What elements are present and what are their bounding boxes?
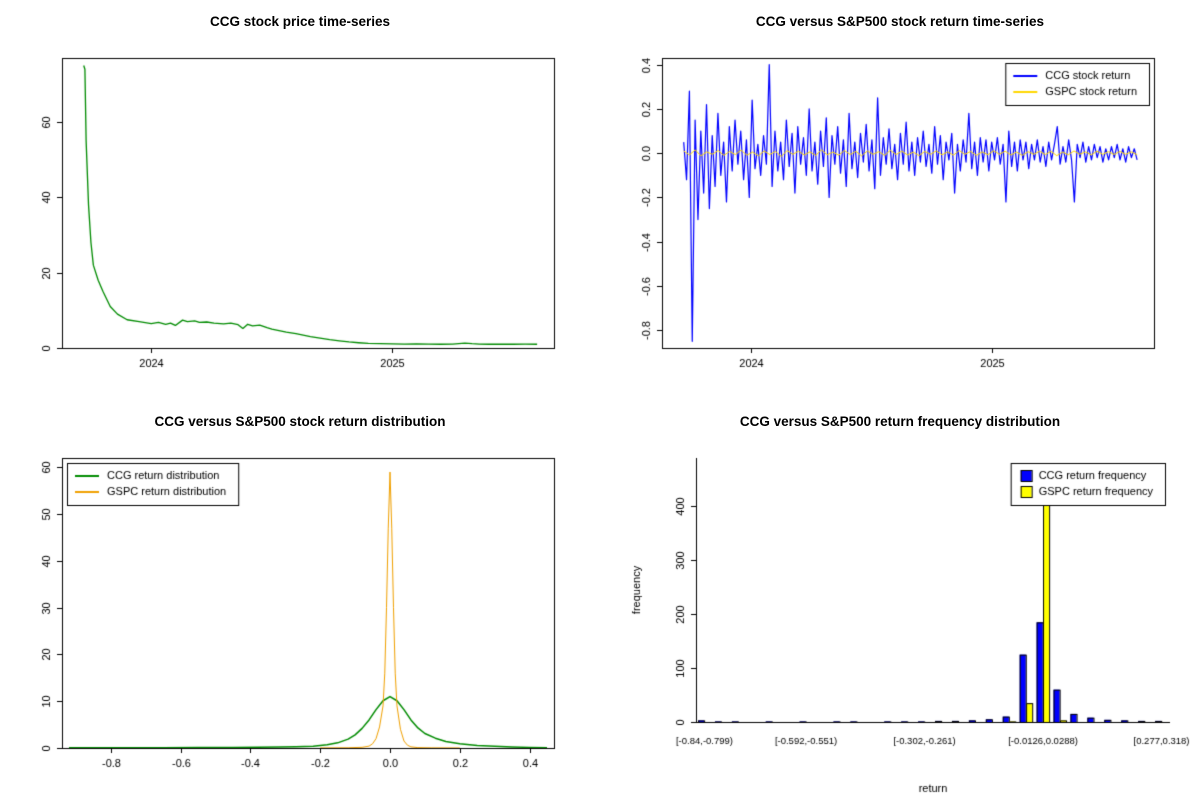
chart-cell-return-frequency: CCG versus S&P500 return frequency distr… <box>600 400 1200 800</box>
return-frequency-chart-canvas <box>600 444 1200 800</box>
chart-title-return-frequency: CCG versus S&P500 return frequency distr… <box>739 414 1061 429</box>
return-distribution-chart-canvas <box>0 444 600 800</box>
return-timeseries-chart-canvas <box>600 44 1200 400</box>
chart-title-return-timeseries: CCG versus S&P500 stock return time-seri… <box>755 14 1045 29</box>
chart-title-return-distribution: CCG versus S&P500 stock return distribut… <box>154 414 446 429</box>
chart-cell-return-distribution: CCG versus S&P500 stock return distribut… <box>0 400 600 800</box>
price-timeseries-chart-canvas <box>0 44 600 400</box>
chart-cell-return-timeseries: CCG versus S&P500 stock return time-seri… <box>600 0 1200 400</box>
chart-cell-price-timeseries: CCG stock price time-series <box>0 0 600 400</box>
chart-title-price-timeseries: CCG stock price time-series <box>209 14 391 29</box>
